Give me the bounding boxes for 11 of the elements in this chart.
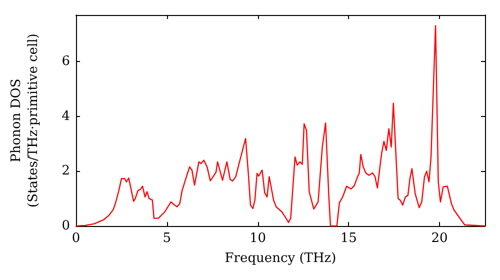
x-tick-label: 20 xyxy=(431,231,448,246)
y-tick-label: 0 xyxy=(62,218,70,234)
x-tick-label: 15 xyxy=(340,231,357,246)
y-axis-title: Phonon DOS (States/THz·primitive cell) xyxy=(9,33,41,208)
x-tick-label: 5 xyxy=(162,231,172,246)
y-tick-label: 6 xyxy=(62,54,70,70)
x-tick-label: 10 xyxy=(250,231,266,246)
x-axis-title: Frequency (THz) xyxy=(224,251,336,266)
y-tick-label: 4 xyxy=(62,108,70,124)
y-tick-label: 2 xyxy=(62,164,70,179)
x-tick-label: 0 xyxy=(72,231,80,246)
